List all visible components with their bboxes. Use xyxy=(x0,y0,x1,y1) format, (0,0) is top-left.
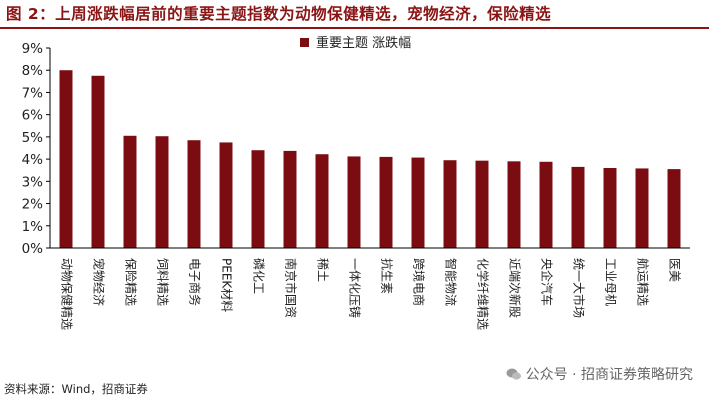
bar xyxy=(475,160,489,248)
x-tick-label: 宠物经济 xyxy=(92,258,107,306)
y-tick-label: 7% xyxy=(22,85,44,101)
bar xyxy=(155,136,169,248)
y-tick-label: 4% xyxy=(22,152,44,168)
y-tick-label: 8% xyxy=(22,63,44,79)
bar xyxy=(347,156,361,248)
bar xyxy=(59,70,73,248)
x-tick-label: 化学纤维精选 xyxy=(476,258,491,330)
y-tick-label: 2% xyxy=(22,197,44,213)
bar-series xyxy=(59,70,681,248)
x-tick-label: 工业母机 xyxy=(604,258,618,306)
figure-title: 图 2：上周涨跌幅居前的重要主题指数为动物保健精选，宠物经济，保险精选 xyxy=(6,5,552,23)
y-tick-label: 1% xyxy=(22,219,44,235)
bar xyxy=(411,157,425,248)
y-axis: 0% 1% 2% 3% 4% 5% 6% 7% 8% 9% xyxy=(22,41,51,257)
x-tick-label: 动物保健精选 xyxy=(60,258,74,330)
x-tick-label: 智能物流 xyxy=(444,258,459,306)
x-tick-label: 一体化压铸 xyxy=(348,258,363,318)
bar xyxy=(315,154,329,248)
bar xyxy=(571,166,585,248)
bar xyxy=(283,150,297,248)
x-tick-label: 电子商务 xyxy=(188,258,203,306)
x-tick-label: 统一大市场 xyxy=(572,258,587,318)
x-tick-label: 近端次新股 xyxy=(508,258,523,318)
x-axis: 动物保健精选 宠物经济 保险精选 饲料精选 电子商务 PEEK材料 磷化工 南京市国资 稀土 一体… xyxy=(50,247,690,330)
y-tick-label: 0% xyxy=(22,241,44,257)
y-tick-label: 5% xyxy=(22,130,44,146)
bar xyxy=(91,75,105,248)
legend-label: 重要主题 涨跌幅 xyxy=(316,35,411,51)
y-tick-label: 6% xyxy=(22,108,44,124)
bar xyxy=(539,161,553,248)
x-tick-label: 跨境电商 xyxy=(412,258,427,306)
x-tick-label: 南京市国资 xyxy=(284,258,299,318)
x-tick-label: 抗生素 xyxy=(380,258,395,294)
bar xyxy=(443,160,457,248)
bar xyxy=(251,150,265,248)
legend-swatch xyxy=(300,38,309,47)
bar xyxy=(667,169,681,248)
y-tick-label: 3% xyxy=(22,174,44,190)
x-tick-label: 央企汽车 xyxy=(540,258,555,306)
x-tick-label: 稀土 xyxy=(316,258,330,282)
wechat-icon xyxy=(506,368,521,380)
x-tick-label: 航运精选 xyxy=(636,258,651,306)
x-tick-label: 保险精选 xyxy=(124,258,139,306)
title-divider xyxy=(0,27,709,29)
bar xyxy=(123,135,137,248)
x-tick-label: PEEK材料 xyxy=(220,258,234,312)
y-tick-label: 9% xyxy=(22,41,44,57)
watermark-text: 公众号 · 招商证券策略研究 xyxy=(525,367,693,383)
x-tick-label: 磷化工 xyxy=(252,258,267,294)
bar xyxy=(187,140,201,248)
source-note: 资料来源：Wind，招商证券 xyxy=(4,382,148,396)
bar xyxy=(635,168,649,248)
bar xyxy=(603,168,617,248)
bar xyxy=(379,156,393,248)
x-tick-label: 医美 xyxy=(668,258,682,282)
bar xyxy=(507,161,521,248)
figure-title-bar: 图 2：上周涨跌幅居前的重要主题指数为动物保健精选，宠物经济，保险精选 xyxy=(0,0,709,29)
watermark: 公众号 · 招商证券策略研究 xyxy=(506,364,693,384)
legend: 重要主题 涨跌幅 xyxy=(300,35,411,51)
bar xyxy=(219,142,233,248)
x-tick-label: 饲料精选 xyxy=(156,258,170,306)
